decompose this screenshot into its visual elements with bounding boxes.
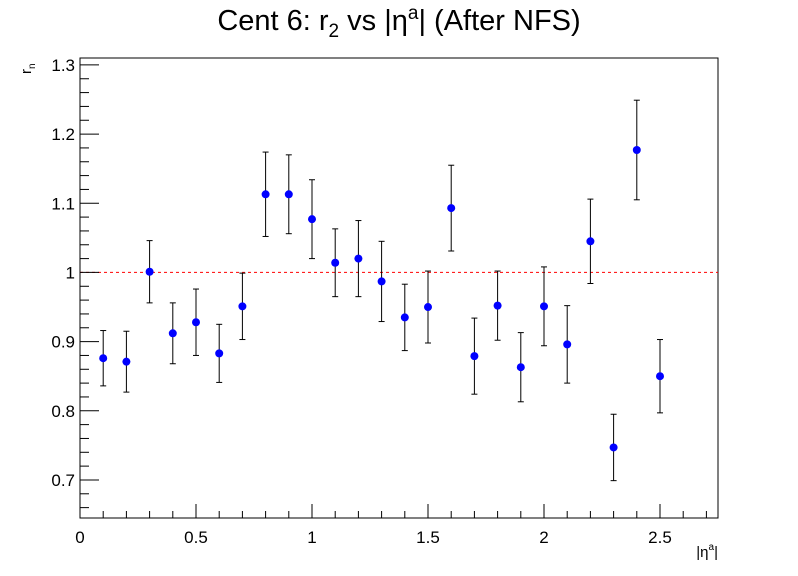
point-marker xyxy=(400,313,409,322)
point-marker xyxy=(540,302,548,311)
data-points-layer xyxy=(99,99,664,482)
y-tick-label: 0.9 xyxy=(51,333,75,352)
x-tick-label: 0 xyxy=(75,528,84,547)
point-marker xyxy=(424,303,432,312)
data-point xyxy=(261,151,270,237)
y-axis-ticks: 0.7 0.8 0.9 1 1.1 1.2 1.3 xyxy=(51,56,99,509)
point-marker xyxy=(145,267,154,276)
data-point xyxy=(540,266,548,347)
y-tick-label: 0.8 xyxy=(51,402,75,421)
x-axis-ticks: 0 0.5 1 1.5 2 2.5 xyxy=(75,504,707,547)
y-tick-label: 0.7 xyxy=(51,471,75,490)
data-point xyxy=(586,198,595,285)
data-point xyxy=(168,302,177,365)
x-axis-label: |ηa| xyxy=(696,542,718,561)
x-tick-label: 2.5 xyxy=(648,528,672,547)
point-marker xyxy=(516,363,525,372)
data-point xyxy=(563,305,572,384)
point-marker xyxy=(215,349,224,358)
point-marker xyxy=(586,237,595,246)
data-point xyxy=(215,323,224,383)
data-point xyxy=(493,270,502,341)
data-point xyxy=(609,413,618,482)
point-marker xyxy=(122,357,131,366)
point-marker xyxy=(99,354,108,363)
data-point xyxy=(284,154,293,235)
point-marker xyxy=(238,302,247,311)
chart-title: Cent 6: r2 vs |ηa| (After NFS) xyxy=(217,3,580,42)
point-marker xyxy=(331,258,340,267)
data-point xyxy=(192,288,200,356)
point-marker xyxy=(447,204,456,213)
point-marker xyxy=(308,215,316,224)
point-marker xyxy=(354,254,363,263)
point-marker xyxy=(493,301,502,310)
data-point xyxy=(331,228,340,298)
y-axis-label: rn xyxy=(18,63,38,74)
data-point xyxy=(656,339,664,414)
point-marker xyxy=(563,340,572,349)
x-tick-label: 1 xyxy=(307,528,316,547)
y-tick-label: 1 xyxy=(66,263,75,282)
data-point xyxy=(377,240,386,323)
data-point xyxy=(447,164,456,252)
point-marker xyxy=(261,190,270,199)
data-point xyxy=(145,240,154,304)
y-tick-label: 1.1 xyxy=(51,194,75,213)
data-point xyxy=(122,330,131,393)
point-marker xyxy=(192,318,200,327)
y-tick-label: 1.2 xyxy=(51,125,75,144)
data-point xyxy=(400,283,409,352)
data-point xyxy=(99,330,108,387)
plot-frame xyxy=(79,57,719,519)
point-marker xyxy=(609,443,618,452)
data-point xyxy=(424,270,432,344)
point-marker xyxy=(632,146,641,154)
point-marker xyxy=(377,277,386,286)
x-tick-label: 2 xyxy=(539,528,548,547)
data-point xyxy=(470,317,479,395)
x-tick-label: 1.5 xyxy=(416,528,440,547)
data-point xyxy=(308,179,316,260)
point-marker xyxy=(168,329,177,338)
point-marker xyxy=(470,352,479,361)
x-tick-label: 0.5 xyxy=(184,528,208,547)
point-marker xyxy=(284,190,293,199)
data-point xyxy=(354,220,363,298)
data-point xyxy=(516,332,525,403)
y-tick-label: 1.3 xyxy=(51,56,75,75)
point-marker xyxy=(656,372,664,381)
data-point xyxy=(238,272,247,341)
data-point xyxy=(632,99,641,201)
